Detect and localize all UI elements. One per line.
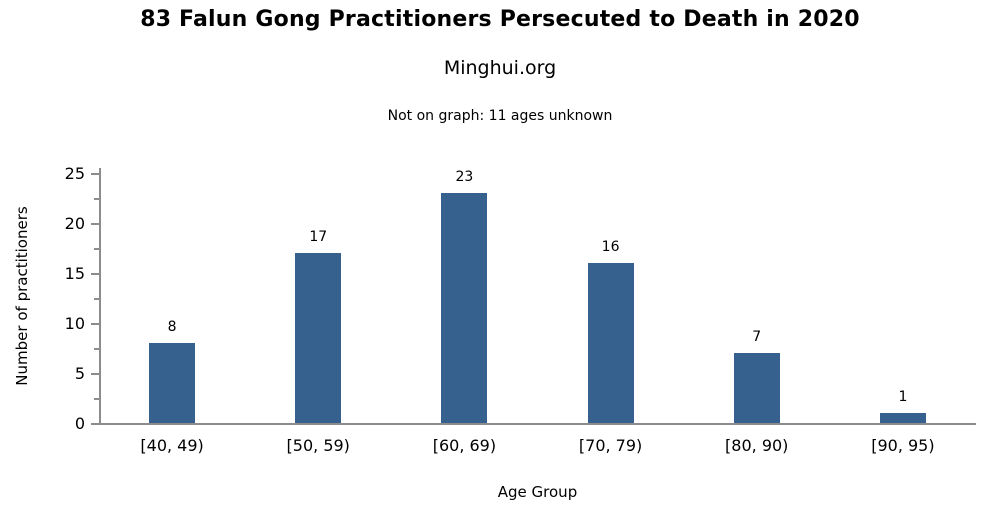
bar-value-label: 17 (309, 229, 328, 245)
y-tick-label: 5 (74, 364, 85, 383)
y-major-tick (91, 223, 99, 225)
x-category-label: [70, 79) (578, 436, 643, 455)
x-category-label: [80, 90) (725, 436, 789, 455)
x-category-label: [40, 49) (140, 436, 204, 455)
y-axis-label: Number of practitioners (13, 206, 31, 386)
bar-value-label: 1 (898, 389, 908, 405)
x-axis-line (98, 423, 976, 425)
y-tick-label: 20 (64, 214, 85, 233)
y-tick-label: 10 (64, 314, 85, 333)
bar (879, 413, 926, 423)
bar (295, 253, 342, 423)
bar (587, 263, 634, 423)
chart-title: 83 Falun Gong Practitioners Persecuted t… (140, 7, 860, 32)
chart-subtitle: Minghui.org (443, 57, 557, 79)
bar-value-label: 23 (455, 169, 474, 185)
bar (441, 193, 488, 423)
y-major-tick (91, 423, 99, 425)
bar-value-label: 7 (752, 329, 762, 345)
y-tick-label: 0 (74, 414, 85, 433)
y-minor-tick (94, 348, 99, 350)
x-category-label: [60, 69) (432, 436, 497, 455)
bar-value-label: 16 (601, 239, 620, 255)
bar-value-label: 8 (167, 319, 177, 335)
y-minor-tick (94, 248, 99, 250)
y-tick-label: 25 (64, 164, 85, 183)
x-category-label: [90, 95) (871, 436, 935, 455)
bar (149, 343, 196, 423)
y-major-tick (91, 273, 99, 275)
y-minor-tick (94, 398, 99, 400)
x-axis-label: Age Group (497, 483, 578, 501)
y-major-tick (91, 173, 99, 175)
chart-note: Not on graph: 11 ages unknown (387, 108, 613, 124)
y-minor-tick (94, 298, 99, 300)
y-major-tick (91, 323, 99, 325)
y-minor-tick (94, 198, 99, 200)
y-axis-line (99, 168, 101, 425)
y-tick-label: 15 (64, 264, 85, 283)
y-major-tick (91, 373, 99, 375)
bar (733, 353, 780, 423)
x-category-label: [50, 59) (286, 436, 350, 455)
